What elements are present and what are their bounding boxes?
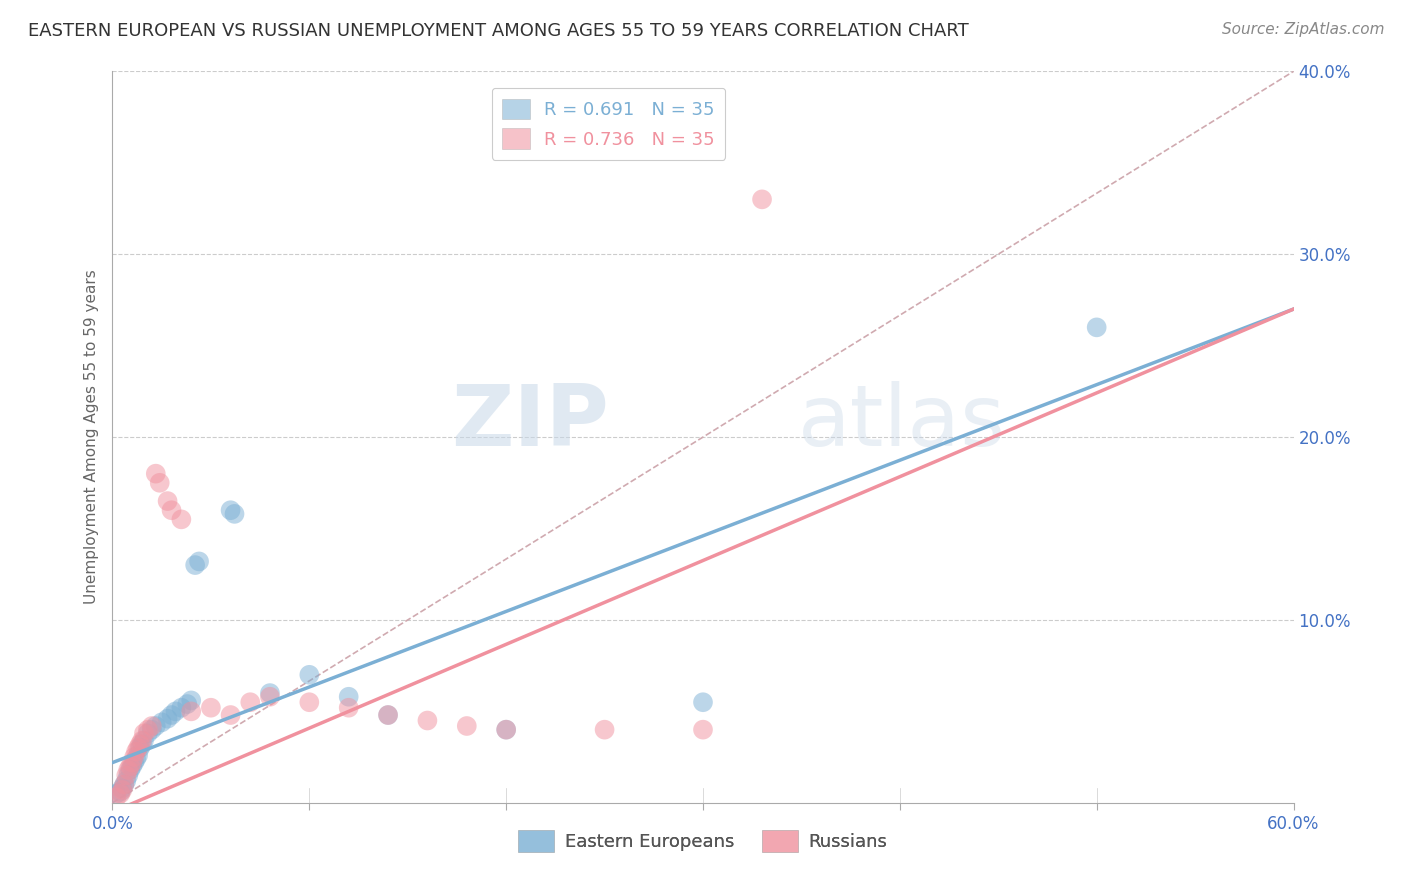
Point: [239, 695, 262, 709]
Point: [692, 723, 714, 737]
Point: [200, 700, 222, 714]
Point: [188, 554, 211, 568]
Point: [110, 787, 132, 801]
Point: [136, 723, 159, 737]
Point: [121, 756, 143, 770]
Point: [1085, 320, 1108, 334]
Point: [180, 693, 202, 707]
Point: [495, 723, 517, 737]
Point: [298, 667, 321, 681]
Point: [219, 708, 242, 723]
Y-axis label: Unemployment Among Ages 55 to 59 years: Unemployment Among Ages 55 to 59 years: [83, 269, 98, 605]
Point: [115, 768, 138, 782]
Point: [156, 712, 179, 726]
Point: [127, 748, 149, 763]
Point: [156, 494, 179, 508]
Point: [184, 558, 207, 573]
Point: [180, 705, 202, 719]
Point: [145, 719, 167, 733]
Point: [337, 700, 360, 714]
Point: [337, 690, 360, 704]
Point: [259, 690, 281, 704]
Point: [129, 740, 152, 755]
Point: [165, 705, 187, 719]
Point: [160, 708, 183, 723]
Point: [456, 719, 478, 733]
Point: [298, 695, 321, 709]
Point: [495, 723, 517, 737]
Point: [224, 507, 246, 521]
Point: [112, 778, 135, 792]
Point: [117, 763, 139, 777]
Point: [259, 686, 281, 700]
Point: [141, 723, 163, 737]
Point: [145, 467, 167, 481]
Point: [125, 752, 148, 766]
Point: [377, 708, 399, 723]
Text: ZIP: ZIP: [451, 381, 609, 464]
Point: [110, 785, 132, 799]
Legend: Eastern Europeans, Russians: Eastern Europeans, Russians: [512, 823, 894, 860]
Point: [117, 768, 139, 782]
Point: [112, 778, 135, 792]
Point: [105, 790, 128, 805]
Point: [176, 697, 198, 711]
Text: atlas: atlas: [797, 381, 1005, 464]
Point: [127, 740, 149, 755]
Point: [692, 695, 714, 709]
Point: [751, 192, 773, 206]
Point: [160, 503, 183, 517]
Point: [136, 726, 159, 740]
Point: [132, 726, 155, 740]
Point: [121, 759, 143, 773]
Point: [149, 475, 172, 490]
Point: [141, 719, 163, 733]
Point: [131, 737, 153, 751]
Point: [170, 512, 193, 526]
Point: [111, 781, 134, 796]
Point: [125, 745, 148, 759]
Point: [129, 737, 152, 751]
Point: [132, 733, 155, 747]
Text: Source: ZipAtlas.com: Source: ZipAtlas.com: [1222, 22, 1385, 37]
Text: EASTERN EUROPEAN VS RUSSIAN UNEMPLOYMENT AMONG AGES 55 TO 59 YEARS CORRELATION C: EASTERN EUROPEAN VS RUSSIAN UNEMPLOYMENT…: [28, 22, 969, 40]
Point: [115, 773, 138, 788]
Point: [105, 787, 128, 801]
Point: [120, 759, 142, 773]
Point: [416, 714, 439, 728]
Point: [111, 783, 134, 797]
Point: [219, 503, 242, 517]
Point: [120, 763, 142, 777]
Point: [377, 708, 399, 723]
Point: [593, 723, 616, 737]
Point: [131, 733, 153, 747]
Point: [122, 756, 145, 770]
Point: [150, 715, 173, 730]
Point: [122, 750, 145, 764]
Point: [170, 700, 193, 714]
